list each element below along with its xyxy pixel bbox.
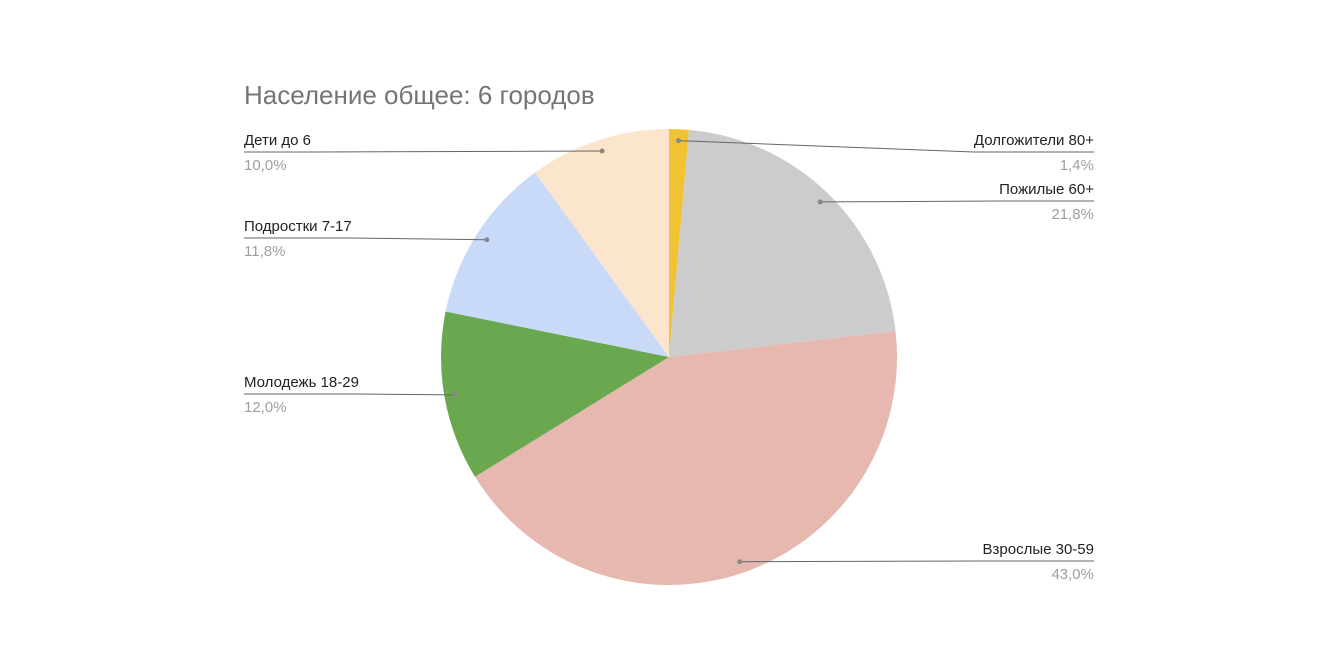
leader-line	[678, 140, 1094, 153]
leader-dot	[737, 559, 743, 565]
slice-label: Пожилые 60+	[999, 181, 1094, 198]
slice-value-label: 43,0%	[1051, 566, 1094, 583]
leader-dot	[676, 138, 682, 144]
slice-label: Взрослые 30-59	[983, 541, 1094, 558]
pie-slice	[441, 311, 669, 477]
leader-line	[739, 560, 1094, 563]
leader-dot	[817, 199, 823, 205]
chart-title: Население общее: 6 городов	[244, 80, 595, 110]
slice-label: Долгожители 80+	[974, 132, 1094, 149]
leader-line	[820, 200, 1094, 203]
pie-slice	[474, 331, 897, 585]
leader-dot	[599, 148, 605, 154]
slice-label: Дети до 6	[244, 132, 311, 149]
leader-line	[244, 150, 603, 153]
slice-label: Молодежь 18-29	[244, 374, 359, 391]
slice-value-label: 10,0%	[244, 157, 287, 174]
leader-line	[244, 237, 487, 241]
slice-value-label: 1,4%	[1060, 157, 1094, 174]
pie-slice	[534, 129, 669, 357]
leader-dot	[453, 392, 459, 398]
pie-slice	[445, 172, 669, 357]
slice-value-label: 11,8%	[244, 243, 285, 260]
slice-value-label: 12,0%	[244, 399, 287, 416]
slice-label: Подростки 7-17	[244, 218, 352, 235]
slice-value-label: 21,8%	[1051, 206, 1094, 223]
pie-slice	[669, 129, 896, 357]
pie-slice	[669, 129, 690, 357]
leader-line	[244, 393, 456, 396]
leader-dot	[484, 237, 490, 243]
